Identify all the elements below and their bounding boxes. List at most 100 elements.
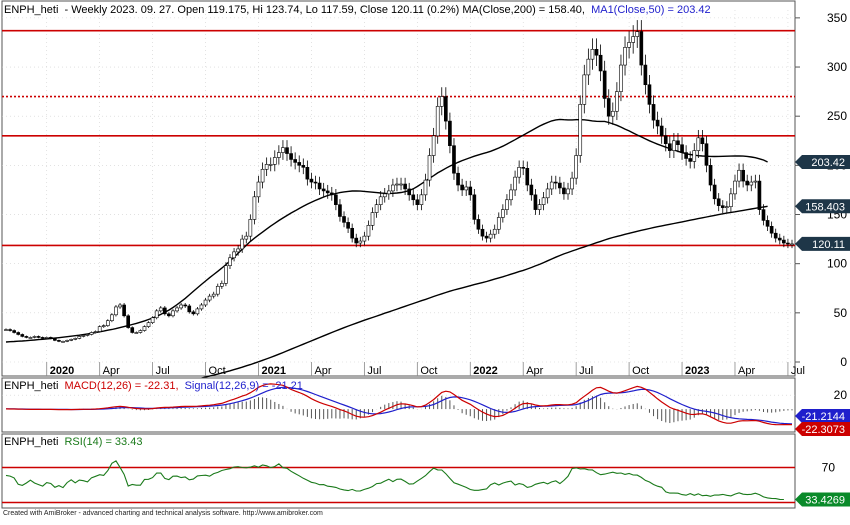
rsi-level-lines xyxy=(2,466,795,504)
x-tick-label: Apr xyxy=(103,365,120,377)
candle-body xyxy=(582,74,587,105)
candle-body xyxy=(468,186,473,196)
candle-body xyxy=(183,304,188,307)
rsi-pane-frame xyxy=(1,433,796,509)
candle-body xyxy=(765,220,770,227)
candle-body xyxy=(366,225,371,237)
candle-body xyxy=(411,194,416,201)
x-tick-label: Oct xyxy=(209,365,226,377)
candle-body xyxy=(415,199,420,205)
candles xyxy=(4,20,794,343)
macd-badge-group: -21.2144 xyxy=(795,409,850,423)
price-ytick-label: 100 xyxy=(827,257,847,271)
candle-body xyxy=(32,336,37,338)
candle-body xyxy=(110,314,114,322)
rsi-pane: 70 33.4269 ENPH_heti RSI(14) = 33.43 xyxy=(1,433,850,509)
candle-body xyxy=(757,180,762,210)
candle-body xyxy=(244,235,249,240)
candle-body xyxy=(350,227,354,239)
candle-body xyxy=(61,341,65,343)
candle-body xyxy=(44,337,49,339)
rsi-line xyxy=(5,460,784,501)
candle-body xyxy=(647,84,652,105)
candle-body xyxy=(16,332,21,335)
candle-body xyxy=(138,330,143,333)
rsi-line-path xyxy=(5,460,784,501)
candle-body xyxy=(623,47,627,66)
rsi-title-rsi: RSI(14) = 33.43 xyxy=(64,436,142,448)
candle-body xyxy=(130,327,135,333)
candle-body xyxy=(684,152,688,159)
macd-last-value-badges: -21.2144-22.3073 xyxy=(795,409,850,436)
macd-line xyxy=(5,383,792,426)
candle-body xyxy=(570,177,574,190)
price-title-ma200: MA(Close,200) = 158.40, xyxy=(462,4,585,16)
candle-body xyxy=(154,310,159,319)
candle-body xyxy=(101,325,106,327)
candle-body xyxy=(639,31,644,66)
candle-body xyxy=(737,169,741,182)
x-tick-label: Oct xyxy=(420,365,437,377)
candle-body xyxy=(85,334,90,336)
candle-body xyxy=(513,176,517,191)
rsi-badge-bg xyxy=(795,492,850,507)
candle-body xyxy=(346,222,350,229)
candle-body xyxy=(590,49,595,60)
candle-body xyxy=(439,96,444,107)
price-y-axis: 050100150200250300350 xyxy=(795,11,847,369)
candle-body xyxy=(435,106,440,137)
candle-body xyxy=(305,167,310,180)
macd-title-ticker: ENPH_heti xyxy=(4,380,58,392)
candle-body xyxy=(240,238,245,250)
candle-body xyxy=(790,243,794,246)
candle-body xyxy=(529,184,534,196)
candle-body xyxy=(541,197,546,205)
time-x-axis: 2020 Apr Jul Oct 2021 Apr Jul Oct 2022 Apr Jul Oct 2… xyxy=(46,362,805,377)
candle-body xyxy=(749,181,754,186)
candle-body xyxy=(521,167,526,169)
candle-body xyxy=(334,194,338,205)
candle-body xyxy=(362,235,367,242)
candle-body xyxy=(167,313,171,317)
rsi-last-value-badges: 33.4269 xyxy=(795,492,850,507)
candle-body xyxy=(598,54,603,72)
candle-body xyxy=(460,184,464,191)
rsi-y-axis: 70 xyxy=(822,461,836,475)
candle-body xyxy=(8,329,12,331)
price-badge-group: 120.11 xyxy=(795,236,850,251)
candle-body xyxy=(720,205,725,208)
macd-lines xyxy=(5,383,793,426)
candle-body xyxy=(586,58,591,76)
macd-pane: 20 -21.2144-22.3073 ENPH_heti MACD(12,26… xyxy=(1,377,850,436)
candle-body xyxy=(651,104,656,121)
macd-title-signal: Signal(12,26,9) = -21.21 xyxy=(185,380,303,392)
candle-body xyxy=(456,172,460,186)
price-badge-bg xyxy=(795,154,850,169)
candle-body xyxy=(391,184,395,192)
candle-body xyxy=(313,181,318,184)
macd-badge-text: -21.2144 xyxy=(802,411,845,423)
candle-body xyxy=(594,49,599,56)
candle-body xyxy=(464,186,469,191)
x-tick-label: Jul xyxy=(579,365,593,377)
candle-body xyxy=(382,193,387,198)
candle-body xyxy=(444,96,448,122)
macd-badge-bg xyxy=(795,409,850,423)
candle-body xyxy=(220,283,224,287)
candle-body xyxy=(733,180,737,195)
candle-body xyxy=(12,330,16,333)
candle-body xyxy=(533,194,538,210)
candle-body xyxy=(501,209,505,218)
price-ytick-label: 300 xyxy=(827,60,847,74)
macd-badge-text: -22.3073 xyxy=(802,424,845,436)
macd-badge-bg xyxy=(795,422,850,436)
candle-body xyxy=(297,162,302,166)
candle-body xyxy=(252,196,257,220)
candle-body xyxy=(309,178,314,183)
candle-body xyxy=(224,265,228,284)
candle-body xyxy=(753,180,758,183)
candle-body xyxy=(281,147,285,153)
candle-body xyxy=(676,140,680,146)
candle-body xyxy=(545,188,550,199)
candle-body xyxy=(272,157,277,165)
